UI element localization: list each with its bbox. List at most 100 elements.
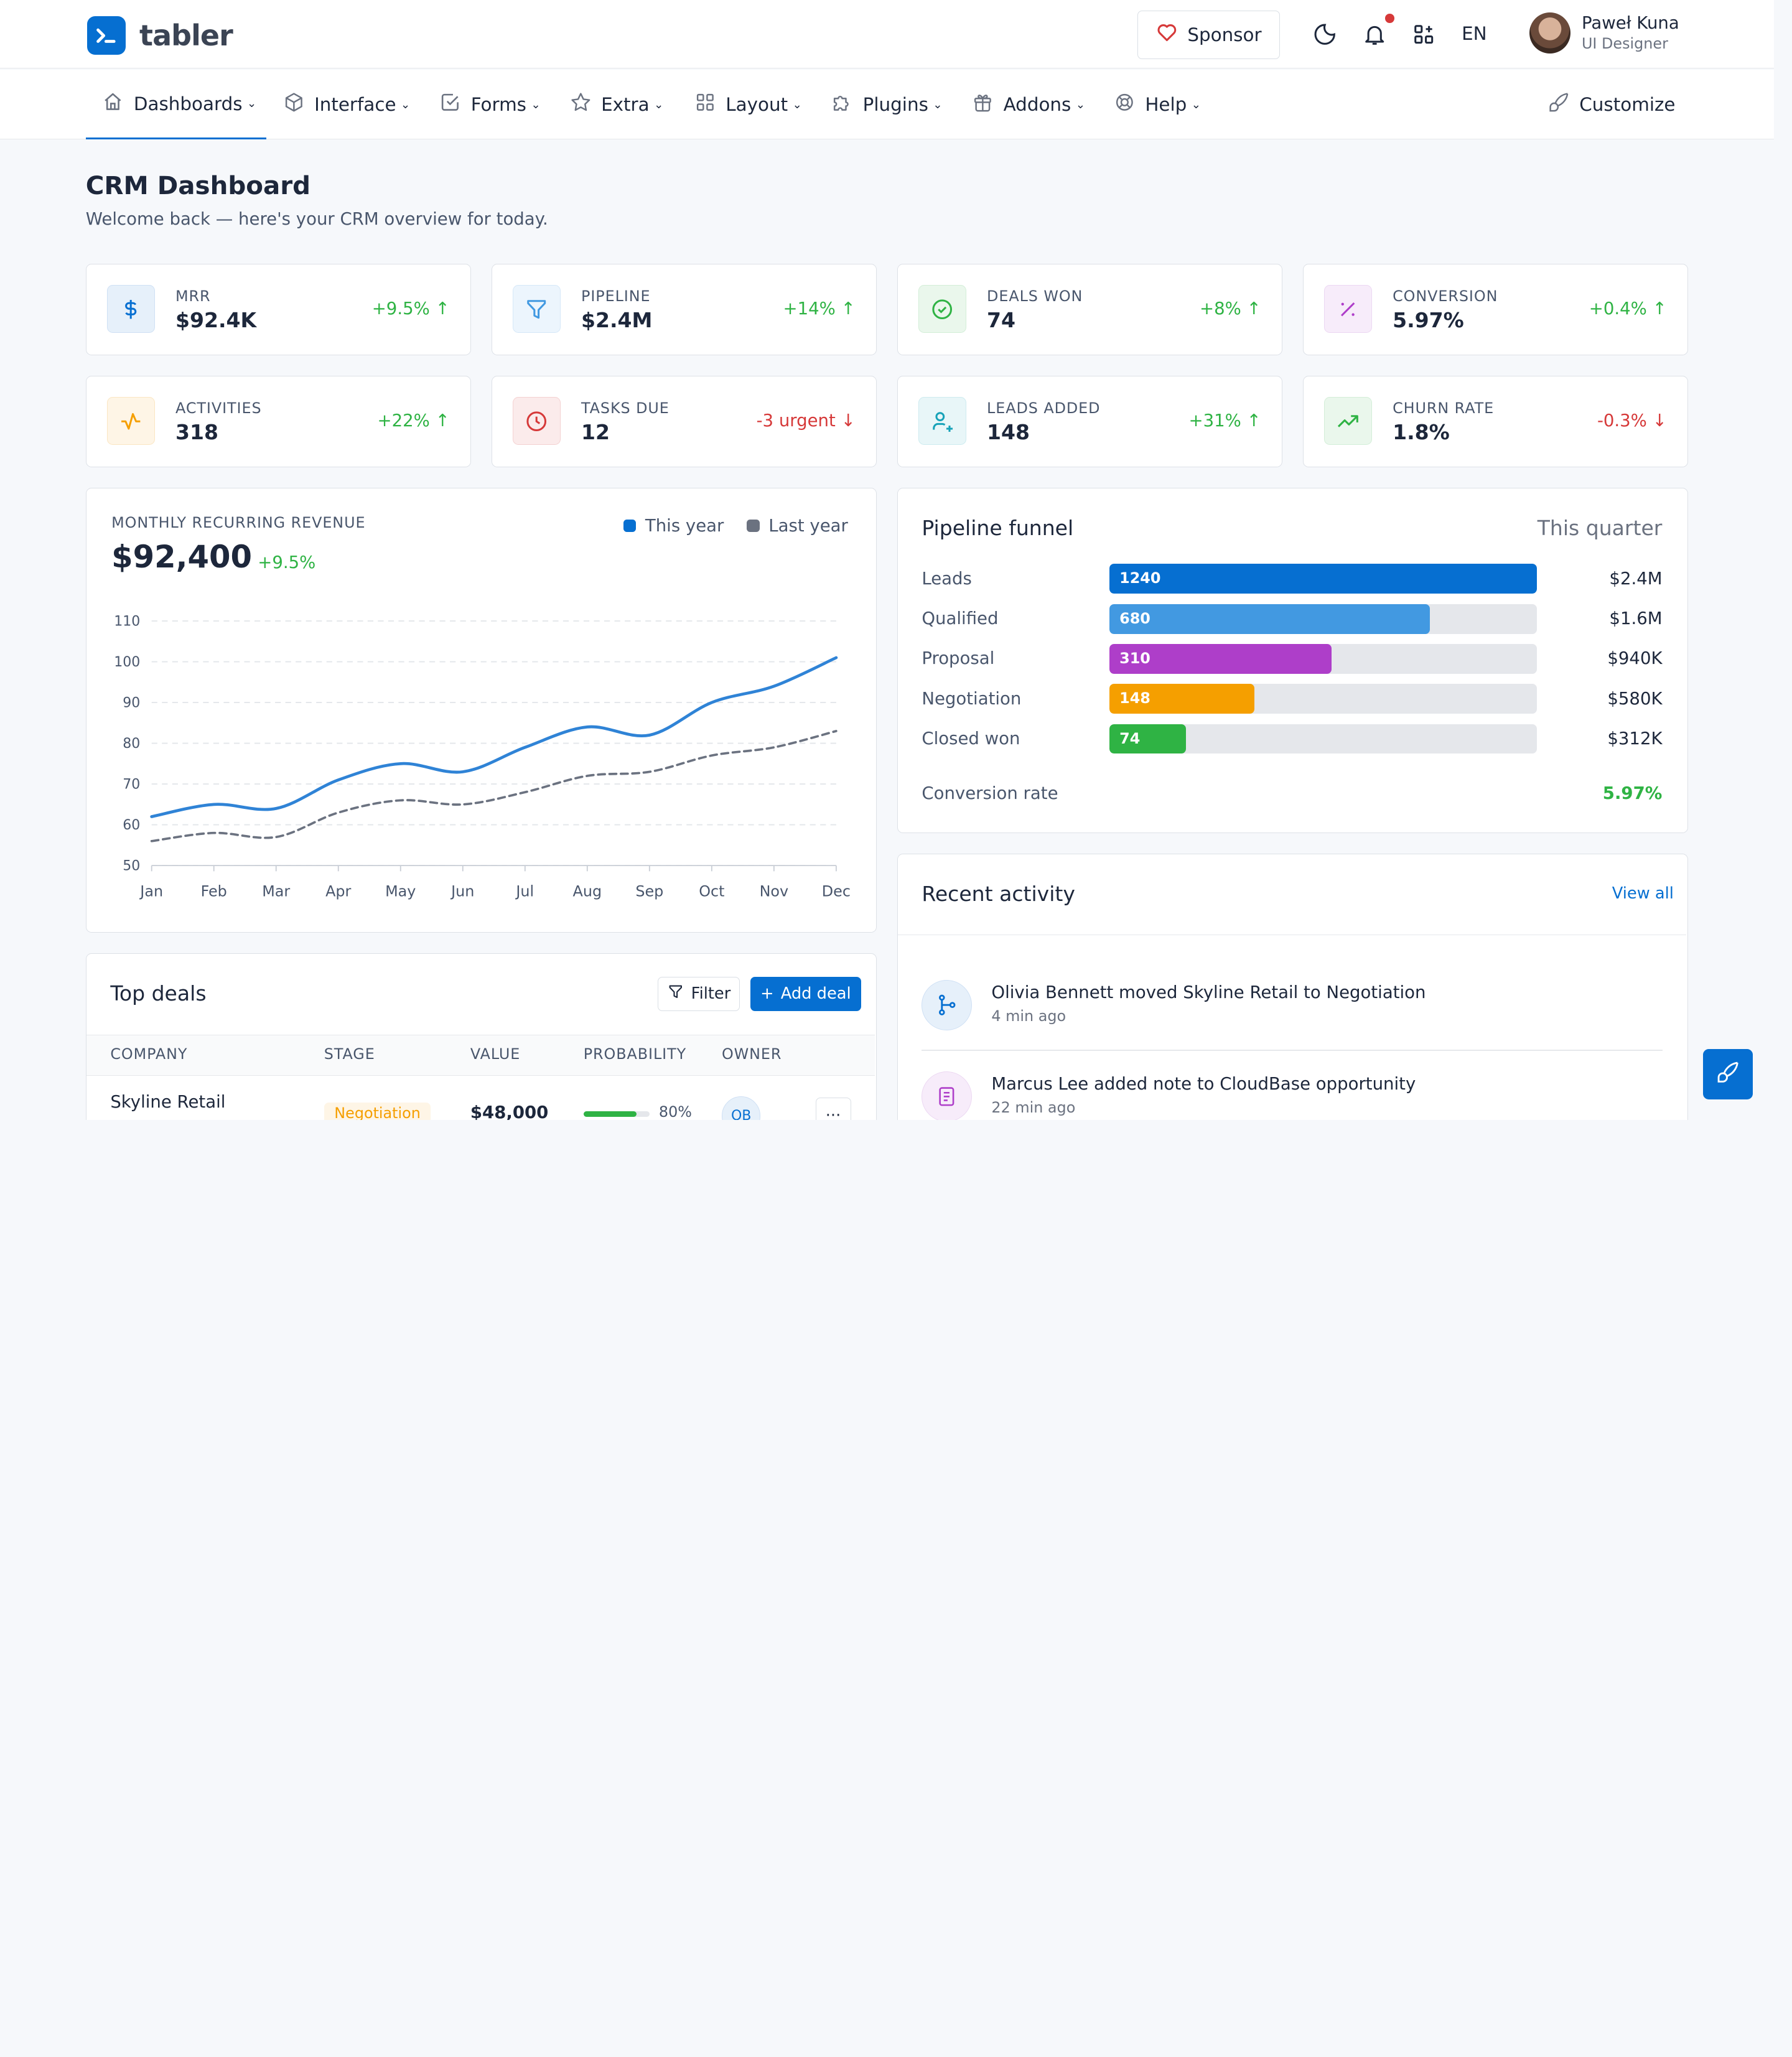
funnel-amount: $940K [1607,648,1663,669]
x-tick-label: Jul [515,883,534,900]
customize-button[interactable]: Customize [1547,70,1676,139]
view-all-link[interactable]: View all [1612,884,1674,903]
dots-icon[interactable]: ··· [815,1098,851,1120]
x-tick-label: Oct [699,883,724,900]
activity-time: 22 min ago [991,1099,1076,1117]
tabler-logo-icon [86,16,126,55]
filter-button[interactable]: Filter [658,976,740,1011]
nav-forms[interactable]: Forms ⌄ [439,70,541,139]
kpi-delta: +8% ↑ [1200,299,1261,319]
funnel-bar: 1240 [1109,564,1537,594]
arrow-up-icon: ↑ [841,299,856,319]
deal-company[interactable]: Skyline Retail [110,1092,226,1112]
probability-fill [583,1111,637,1117]
x-tick-label: Mar [262,883,290,900]
app-logo[interactable]: tabler [86,16,233,55]
nav-dashboards[interactable]: Dashboards ⌄ [85,70,266,140]
nav-layout[interactable]: Layout ⌄ [694,70,802,139]
note-icon [922,1071,973,1120]
funnel-track: 310 [1109,644,1537,674]
user-menu[interactable]: Paweł Kuna UI Designer [1529,12,1679,54]
activity-text: Olivia Bennett moved Skyline Retail to N… [991,982,1426,1002]
nav-plugins[interactable]: Plugins ⌄ [831,70,943,139]
add-deal-button[interactable]: + Add deal [750,976,862,1011]
app-name: tabler [139,18,233,52]
funnel-stage-label: Qualified [922,609,999,629]
funnel-stage-label: Proposal [922,648,995,669]
kpi-delta: +31% ↑ [1188,411,1261,431]
language-switcher[interactable]: EN [1462,22,1487,44]
nav-label: Forms [470,94,526,116]
funnel-bar: 148 [1109,684,1255,714]
nav-addons[interactable]: Addons ⌄ [971,70,1085,139]
nav-interface[interactable]: Interface ⌄ [282,70,410,139]
chart-delta: +9.5% [258,553,316,573]
list-item[interactable]: Marcus Lee added note to CloudBase oppor… [898,1060,1686,1120]
star-icon [569,91,592,118]
x-tick-label: Nov [759,883,788,900]
trending-up-icon [1323,397,1373,445]
legend-item[interactable]: This year [623,516,724,536]
kpi-label: ACTIVITIES [175,399,262,417]
settings-fab[interactable] [1702,1049,1753,1099]
funnel-period[interactable]: This quarter [1537,516,1663,541]
funnel-row: Leads 1240 $2.4M [922,564,1663,594]
col-header: OWNER [721,1045,782,1063]
table-row[interactable]: Skyline Retail Negotiation $48,000 80% O… [86,1077,875,1120]
legend-label: Last year [768,516,848,536]
x-tick-label: Sep [635,883,663,900]
col-header: COMPANY [110,1045,188,1063]
layout-grid-icon [694,91,717,118]
col-header: PROBABILITY [583,1045,687,1063]
arrow-up-icon: ↑ [435,299,450,319]
funnel-bar: 680 [1109,604,1430,634]
circle-check-icon [918,285,966,334]
dollar-icon [106,285,155,334]
kpi-card-mrr: MRR $92.4K +9.5% ↑ [85,264,471,356]
top-bar: tabler Sponsor EN Paweł Kuna UI Designer [0,0,1774,69]
nav-extra[interactable]: Extra ⌄ [569,70,663,139]
arrow-down-icon: ↓ [1652,411,1667,431]
brush-icon [1715,1060,1740,1089]
funnel-track: 680 [1109,604,1537,634]
top-deals-card: Top deals Filter + Add deal COMPANY STAG… [85,953,877,1120]
legend-item[interactable]: Last year [747,516,848,536]
nav-label: Extra [601,94,650,116]
y-tick-label: 100 [114,655,140,670]
list-item[interactable]: Olivia Bennett moved Skyline Retail to N… [898,969,1686,1049]
sponsor-button[interactable]: Sponsor [1137,10,1281,60]
x-tick-label: May [385,883,416,900]
nav-label: Addons [1003,94,1071,116]
bell-icon[interactable] [1361,21,1389,48]
arrow-down-icon: ↓ [841,411,856,431]
kpi-card-conversion: CONVERSION 5.97% +0.4% ↑ [1302,264,1688,356]
arrow-up-icon: ↑ [1246,299,1261,319]
filter-label: Filter [691,984,731,1004]
conversion-label: Conversion rate [922,783,1058,804]
package-icon [282,91,306,118]
nav-label: Dashboards [133,93,243,114]
nav-help[interactable]: Help ⌄ [1113,70,1201,139]
col-header: VALUE [470,1045,521,1063]
nav-label: Layout [726,94,788,116]
chevron-down-icon: ⌄ [1191,98,1202,111]
y-tick-label: 90 [123,696,140,711]
series-line-last-year [150,730,838,842]
page-subtitle: Welcome back — here's your CRM overview … [85,209,548,230]
kpi-label: MRR [175,287,211,305]
funnel-track: 1240 [1109,564,1537,594]
puzzle-icon [831,91,854,118]
chevron-down-icon: ⌄ [531,98,541,111]
avatar [1529,12,1570,54]
activity-time: 4 min ago [991,1007,1066,1025]
probability-value: 80% [658,1103,692,1120]
legend-swatch [747,520,760,533]
filter-icon [512,285,561,334]
moon-icon[interactable] [1311,21,1338,48]
kpi-delta: +22% ↑ [377,411,450,431]
y-tick-label: 60 [123,818,140,833]
apps-icon[interactable] [1410,21,1437,48]
page-title: CRM Dashboard [85,170,311,200]
x-tick-label: Feb [200,883,226,900]
sponsor-label: Sponsor [1187,24,1262,45]
